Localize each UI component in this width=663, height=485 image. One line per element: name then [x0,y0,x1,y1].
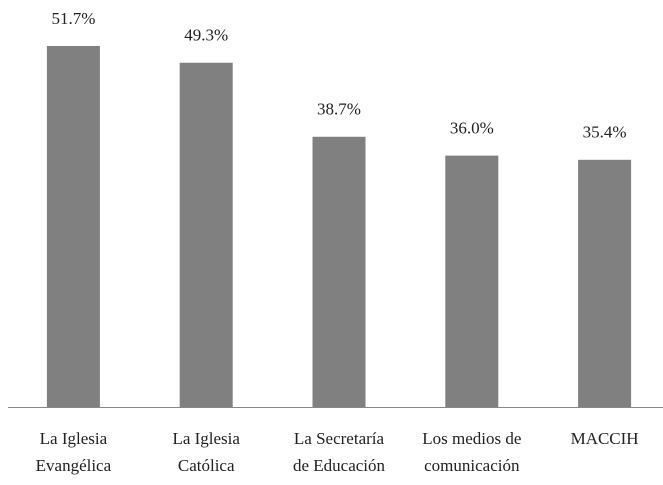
x-tick-label: Los medios de [422,429,521,448]
bar [46,45,100,407]
bar [179,62,233,407]
bar [445,155,499,407]
x-tick-label: Católica [178,456,235,475]
bar [312,136,366,407]
x-tick-label: La Secretaría [294,429,385,448]
value-label: 38.7% [317,100,361,119]
value-label: 36.0% [450,119,494,138]
x-tick-label: La Iglesia [40,429,108,448]
value-label: 35.4% [583,123,627,142]
x-tick-label: La Iglesia [172,429,240,448]
value-label: 51.7% [51,9,95,28]
x-tick-label: comunicación [424,456,520,475]
x-tick-label: Evangélica [36,456,112,475]
x-tick-label: de Educación [293,456,386,475]
bar [578,159,632,407]
value-label: 49.3% [184,26,228,45]
x-tick-label: MACCIH [571,429,639,448]
